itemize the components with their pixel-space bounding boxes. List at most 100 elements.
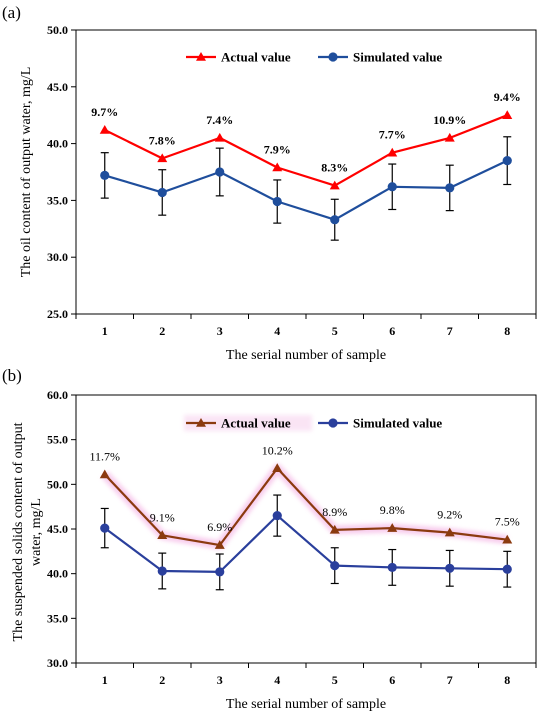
legend-label: Actual value (221, 416, 291, 431)
panel-b-y-ticks: 30.0 35.0 40.0 45.0 50.0 55.0 60.0 (47, 388, 76, 670)
chart-panel-b: (b) 30.0 35.0 40.0 45.0 50.0 55.0 60.0 1 2 3 4 5 6 7… (2, 366, 537, 712)
error-percent-label: 10.2% (262, 443, 293, 457)
legend-item-actual-value: Actual value (186, 416, 291, 431)
error-percent-label: 6.9% (207, 520, 232, 534)
y-tick-label: 25.0 (47, 307, 68, 321)
error-percent-label: 7.4% (206, 113, 233, 127)
data-point-circle (387, 182, 397, 192)
panel-b-legend: Actual value Simulated value (184, 415, 442, 431)
error-percent-label: 7.9% (264, 142, 291, 156)
data-point-circle (330, 215, 340, 225)
panel-a-x-ticks: 1 2 3 4 5 6 7 8 (75, 314, 537, 338)
legend-item-simulated-value: Simulated value (318, 416, 442, 431)
legend-label: Simulated value (353, 50, 442, 65)
legend-label: Simulated value (353, 416, 442, 431)
data-point-triangle (444, 527, 455, 537)
x-tick-label: 6 (389, 673, 395, 687)
series-line-actual-value (104, 114, 508, 187)
panel-b-series (99, 463, 513, 591)
series-line-simulated-value (104, 514, 508, 573)
error-percent-label: 9.7% (91, 105, 118, 119)
panel-b-x-axis-title: The serial number of sample (226, 697, 386, 712)
legend-marker (328, 52, 338, 62)
panel-a-x-axis-title: The serial number of sample (226, 348, 386, 363)
panel-a-series (99, 110, 513, 241)
y-tick-label: 35.0 (47, 611, 68, 625)
x-tick-label: 2 (159, 673, 165, 687)
panel-b-y-axis-title-line1: The suspended solids content of output (11, 422, 26, 641)
data-point-triangle (99, 469, 110, 479)
x-tick-label: 7 (447, 673, 453, 687)
data-point-circle (100, 170, 110, 181)
data-point-triangle (387, 523, 398, 532)
data-point-circle (502, 564, 512, 574)
x-tick-label: 5 (332, 673, 338, 687)
legend-highlight (184, 415, 312, 431)
data-point-circle (330, 561, 340, 571)
error-percent-label: 7.8% (149, 133, 176, 147)
legend-marker (196, 418, 206, 427)
panel-a-y-axis-title: The oil content of output water, mg/L (19, 67, 34, 278)
error-percent-label: 9.8% (380, 503, 405, 517)
data-point-circle (215, 567, 225, 577)
x-tick-label: 8 (504, 673, 510, 687)
error-percent-label: 11.7% (89, 450, 120, 464)
data-point-triangle (444, 132, 455, 142)
data-point-circle (502, 156, 512, 166)
legend-item-simulated-value: Simulated value (318, 50, 442, 65)
data-point-triangle (272, 463, 283, 473)
x-tick-label: 6 (389, 324, 395, 338)
error-percent-label: 9.2% (437, 508, 462, 522)
data-point-circle (445, 563, 455, 573)
x-tick-label: 4 (274, 324, 280, 338)
x-tick-label: 5 (332, 324, 338, 338)
data-point-triangle (99, 124, 110, 134)
error-percent-label: 8.3% (321, 161, 348, 175)
error-percent-label: 10.9% (433, 113, 466, 127)
data-point-circle (272, 196, 282, 207)
y-tick-label: 35.0 (47, 193, 68, 207)
panel-b-plot-frame (75, 394, 537, 664)
x-tick-label: 3 (217, 324, 223, 338)
y-tick-label: 30.0 (47, 250, 68, 264)
x-tick-label: 1 (102, 324, 108, 338)
data-point-triangle (157, 530, 168, 540)
data-point-triangle (502, 534, 513, 544)
panel-a-annotations: 9.7% 7.8% 7.4% 7.9% 8.3% 7.7% 10.9% 9.4% (91, 90, 521, 174)
panel-b-annotations: 11.7% 9.1% 6.9% 10.2% 8.9% 9.8% 9.2% 7.5% (89, 443, 519, 534)
series-line-simulated-value (104, 159, 508, 221)
panel-b-x-ticks: 1 2 3 4 5 6 7 8 (75, 663, 537, 687)
data-point-circle (157, 566, 167, 576)
legend-item-actual-value: Actual value (186, 50, 291, 65)
x-tick-label: 4 (274, 673, 280, 687)
y-tick-label: 40.0 (47, 567, 68, 581)
y-tick-label: 40.0 (47, 137, 68, 151)
error-percent-label: 7.7% (379, 128, 406, 142)
y-tick-label: 45.0 (47, 522, 68, 536)
data-point-circle (157, 187, 167, 198)
data-point-triangle (272, 162, 283, 172)
data-point-circle (100, 523, 110, 533)
series-line-actual-value (104, 467, 508, 547)
data-point-triangle (387, 147, 398, 157)
data-point-triangle (502, 110, 513, 119)
data-point-circle (387, 562, 397, 573)
data-point-circle (445, 183, 455, 193)
panel-a-legend: Actual value Simulated value (186, 50, 442, 65)
data-point-triangle (329, 524, 340, 534)
error-percent-label: 8.9% (322, 505, 347, 519)
y-tick-label: 60.0 (47, 388, 68, 402)
data-point-triangle (329, 180, 340, 190)
panel-a-y-ticks: 25.0 30.0 35.0 40.0 45.0 50.0 (47, 23, 76, 321)
panel-a-label: (a) (2, 3, 21, 22)
legend-marker (328, 418, 338, 428)
data-point-triangle (157, 153, 168, 163)
x-tick-label: 7 (447, 324, 453, 338)
legend-marker (196, 52, 206, 61)
y-tick-label: 30.0 (47, 656, 68, 670)
panel-b-label: (b) (2, 366, 22, 385)
data-point-triangle (214, 132, 225, 142)
y-tick-label: 45.0 (47, 80, 68, 94)
chart-panel-a: (a) 25.0 30.0 35.0 40.0 45.0 50.0 1 2 3 4 5 6 7 8 9.… (2, 3, 537, 363)
